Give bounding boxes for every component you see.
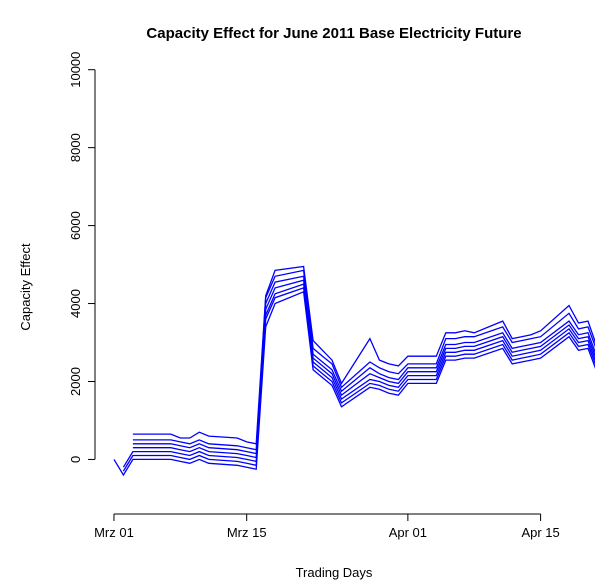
series-line-5 [132, 275, 595, 455]
x-tick-label: Apr 15 [521, 525, 559, 540]
y-axis-label: Capacity Effect [18, 243, 33, 331]
y-axis: 0 2000 4000 6000 8000 10000 [68, 52, 96, 463]
series-line-1 [113, 290, 595, 477]
chart-title: Capacity Effect for June 2011 Base Elect… [146, 25, 521, 42]
x-tick-label: Mrz 01 [94, 525, 134, 540]
series-line-4 [132, 279, 595, 459]
series-line-2 [122, 287, 595, 472]
x-axis-label: Trading Days [296, 565, 373, 580]
y-tick-label: 10000 [68, 52, 83, 88]
x-axis: Mrz 01 Mrz 15 Apr 01 Apr 15 [94, 513, 560, 540]
series-line-7 [132, 265, 595, 445]
y-tick-label: 0 [68, 456, 83, 463]
series-group [113, 265, 595, 477]
series-line-6 [132, 269, 595, 451]
series-line-3 [122, 283, 595, 468]
x-tick-label: Apr 01 [389, 525, 427, 540]
y-tick-label: 6000 [68, 211, 83, 240]
y-tick-label: 8000 [68, 133, 83, 162]
y-tick-label: 2000 [68, 367, 83, 396]
x-tick-label: Mrz 15 [227, 525, 267, 540]
y-tick-label: 4000 [68, 289, 83, 318]
